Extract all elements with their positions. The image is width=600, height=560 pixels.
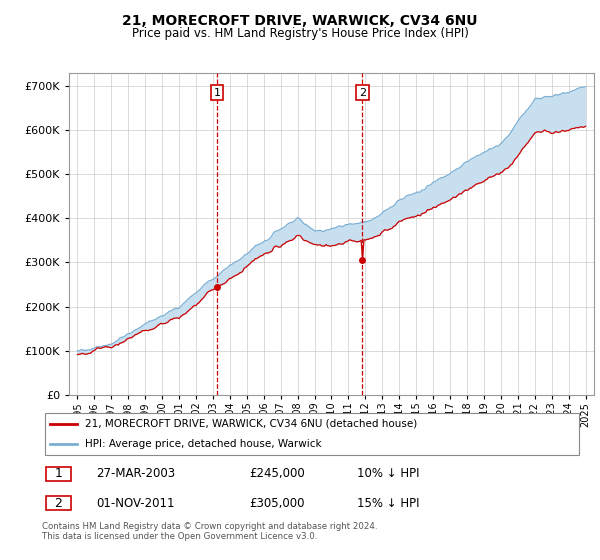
- Text: £245,000: £245,000: [249, 468, 305, 480]
- Text: 2: 2: [359, 88, 366, 97]
- Text: £305,000: £305,000: [249, 497, 305, 510]
- FancyBboxPatch shape: [45, 413, 580, 455]
- Text: 10% ↓ HPI: 10% ↓ HPI: [357, 468, 419, 480]
- Text: 01-NOV-2011: 01-NOV-2011: [96, 497, 175, 510]
- Text: 21, MORECROFT DRIVE, WARWICK, CV34 6NU: 21, MORECROFT DRIVE, WARWICK, CV34 6NU: [122, 14, 478, 28]
- Text: 1: 1: [54, 468, 62, 480]
- Text: 1: 1: [214, 88, 220, 97]
- FancyBboxPatch shape: [46, 496, 71, 510]
- Text: Price paid vs. HM Land Registry's House Price Index (HPI): Price paid vs. HM Land Registry's House …: [131, 27, 469, 40]
- Text: 21, MORECROFT DRIVE, WARWICK, CV34 6NU (detached house): 21, MORECROFT DRIVE, WARWICK, CV34 6NU (…: [85, 419, 418, 429]
- Text: 2: 2: [54, 497, 62, 510]
- FancyBboxPatch shape: [46, 467, 71, 481]
- Text: HPI: Average price, detached house, Warwick: HPI: Average price, detached house, Warw…: [85, 439, 322, 449]
- Text: 27-MAR-2003: 27-MAR-2003: [96, 468, 175, 480]
- Text: 15% ↓ HPI: 15% ↓ HPI: [357, 497, 419, 510]
- Text: Contains HM Land Registry data © Crown copyright and database right 2024.
This d: Contains HM Land Registry data © Crown c…: [42, 522, 377, 542]
